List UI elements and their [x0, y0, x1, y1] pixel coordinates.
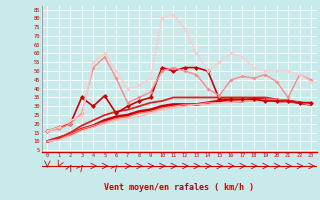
- Text: Vent moyen/en rafales ( km/h ): Vent moyen/en rafales ( km/h ): [104, 184, 254, 192]
